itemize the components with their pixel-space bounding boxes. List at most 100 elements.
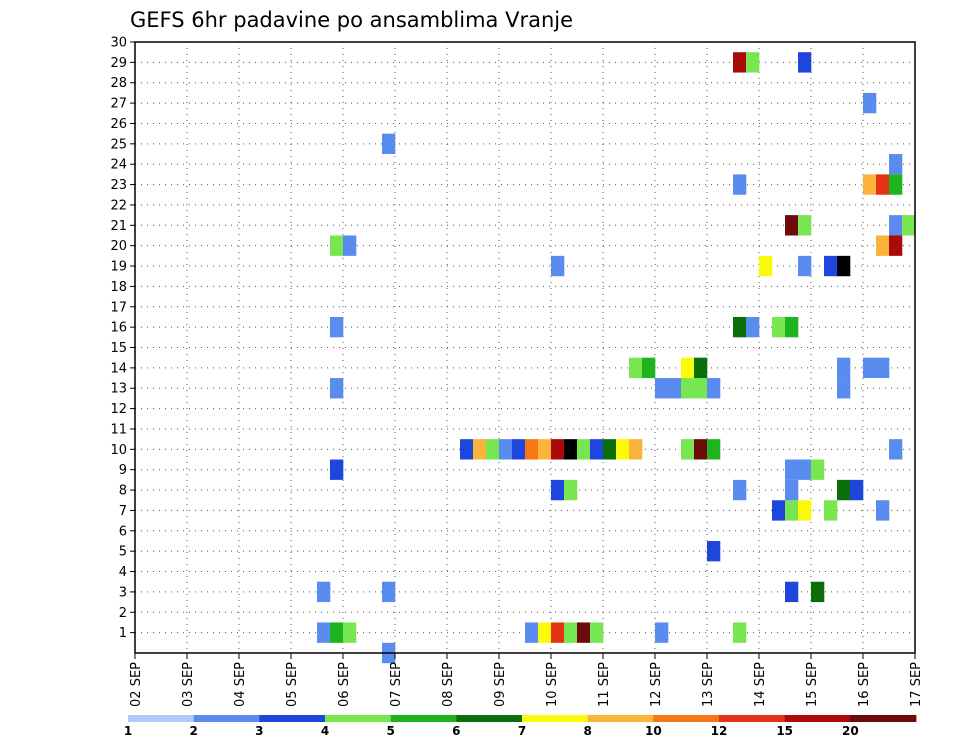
- precip-cell: [889, 439, 903, 460]
- precip-cell: [330, 622, 344, 643]
- x-tick-label: 05 SEP: [285, 662, 300, 707]
- precip-cell: [486, 439, 500, 460]
- y-tick-label: 17: [110, 300, 127, 315]
- y-tick-label: 19: [110, 260, 127, 275]
- y-tick-label: 26: [110, 117, 127, 132]
- y-tick-label: 29: [110, 56, 127, 71]
- y-tick-label: 1: [119, 626, 127, 641]
- precip-cell: [668, 378, 682, 399]
- y-tick-label: 27: [110, 97, 127, 112]
- chart-title: GEFS 6hr padavine po ansamblima Vranje: [130, 8, 573, 32]
- precip-cell: [902, 215, 916, 236]
- precip-cell: [551, 439, 565, 460]
- precip-cell: [330, 459, 344, 480]
- precip-cell: [811, 459, 825, 480]
- precip-cell: [564, 622, 578, 643]
- precip-cell: [564, 439, 578, 460]
- colorbar-label: 1: [124, 724, 132, 738]
- y-tick-label: 22: [110, 198, 127, 213]
- x-tick-label: 04 SEP: [233, 662, 248, 707]
- precip-cell: [525, 439, 539, 460]
- x-tick-label: 07 SEP: [389, 662, 404, 707]
- precip-cell: [798, 459, 812, 480]
- precip-cell: [837, 357, 851, 379]
- precip-cell: [850, 479, 864, 501]
- precip-cell: [733, 52, 747, 73]
- precip-cell: [616, 439, 630, 460]
- colorbar-label: 6: [452, 724, 460, 738]
- colorbar-label: 20: [842, 724, 859, 738]
- grid-lines: [134, 41, 916, 653]
- precip-cell: [330, 378, 344, 399]
- precip-cell: [837, 479, 851, 501]
- precip-cell: [824, 500, 838, 521]
- precip-cell: [681, 378, 695, 399]
- y-tick-label: 21: [110, 219, 127, 234]
- colorbar-label: 15: [776, 724, 793, 738]
- precip-cell: [577, 439, 591, 460]
- colorbar-segment: [653, 715, 720, 722]
- precip-cell: [330, 235, 344, 256]
- precip-cell: [577, 622, 591, 643]
- y-tick-label: 7: [119, 504, 127, 519]
- y-tick-label: 8: [119, 484, 127, 499]
- colorbar-segment: [325, 715, 392, 722]
- precip-cell: [837, 255, 851, 277]
- precip-cell: [343, 235, 357, 256]
- precip-cell: [655, 378, 669, 399]
- precip-cell: [317, 622, 331, 643]
- colorbar-label: 5: [386, 724, 394, 738]
- precip-cell: [863, 92, 877, 114]
- precip-cell: [694, 439, 708, 460]
- precip-cell: [759, 255, 773, 277]
- precip-cell: [863, 357, 877, 379]
- precip-cell: [876, 500, 890, 521]
- precip-cell: [824, 255, 838, 277]
- precip-cell: [525, 622, 539, 643]
- precip-cell: [460, 439, 474, 460]
- precip-cell: [317, 581, 331, 603]
- precip-cell: [707, 378, 721, 399]
- y-tick-label: 9: [119, 463, 127, 478]
- precip-cell: [681, 357, 695, 379]
- precip-cell: [694, 378, 708, 399]
- precip-cell: [382, 133, 396, 155]
- precip-cell: [538, 622, 552, 643]
- y-tick-label: 2: [119, 606, 127, 621]
- y-tick-label: 4: [119, 565, 127, 580]
- x-tick-label: 11 SEP: [597, 662, 612, 707]
- precipitation-cells: [317, 52, 916, 664]
- y-tick-label: 20: [110, 239, 127, 254]
- colorbar-label: 10: [645, 724, 662, 738]
- y-tick-label: 18: [110, 280, 127, 295]
- precip-cell: [746, 52, 760, 73]
- precip-cell: [629, 439, 643, 460]
- precip-cell: [733, 316, 747, 338]
- precip-cell: [512, 439, 526, 460]
- colorbar-segment: [390, 715, 457, 722]
- precip-cell: [655, 622, 669, 643]
- x-tick-label: 14 SEP: [753, 662, 768, 707]
- colorbar-label: 8: [583, 724, 591, 738]
- precip-cell: [746, 316, 760, 338]
- y-tick-label: 23: [110, 178, 127, 193]
- x-tick-label: 15 SEP: [805, 662, 820, 707]
- precip-cell: [798, 255, 812, 277]
- y-tick-label: 16: [110, 321, 127, 336]
- x-tick-label: 02 SEP: [129, 662, 144, 707]
- y-tick-label: 15: [110, 341, 127, 356]
- colorbar-label: 12: [711, 724, 728, 738]
- precip-cell: [889, 154, 903, 175]
- precip-cell: [811, 581, 825, 603]
- x-tick-label: 10 SEP: [545, 662, 560, 707]
- colorbar-segment: [193, 715, 260, 722]
- y-tick-label: 6: [119, 524, 127, 539]
- x-tick-label: 06 SEP: [337, 662, 352, 707]
- precip-cell: [733, 174, 747, 195]
- precip-cell: [538, 439, 552, 460]
- precip-cell: [798, 500, 812, 521]
- precip-cell: [590, 622, 604, 643]
- precip-cell: [785, 459, 799, 480]
- precip-cell: [499, 439, 513, 460]
- precip-cell: [733, 479, 747, 501]
